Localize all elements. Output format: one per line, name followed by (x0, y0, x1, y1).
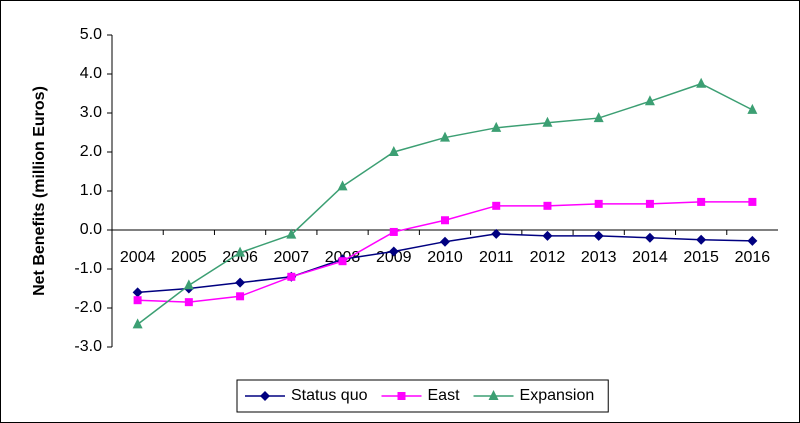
data-point (337, 180, 348, 191)
data-point (593, 112, 604, 123)
data-point (492, 201, 501, 210)
data-point (594, 199, 603, 208)
y-tick-label: 1.0 (80, 182, 102, 199)
data-point (593, 230, 604, 241)
data-point (748, 197, 757, 206)
data-point (389, 227, 398, 236)
x-tick-label: 2006 (222, 249, 258, 266)
data-point (132, 287, 143, 298)
data-point (644, 232, 655, 243)
y-tick-label: -1.0 (74, 260, 102, 277)
legend-label: Expansion (520, 387, 595, 404)
legend-marker (397, 392, 406, 400)
data-point (440, 236, 450, 247)
y-tick-label: 3.0 (80, 104, 102, 121)
data-point (542, 116, 553, 127)
data-point (543, 201, 552, 210)
y-tick-label: 4.0 (80, 65, 102, 82)
data-point (235, 277, 246, 288)
y-axis-label: Net Benefits (million Euros) (31, 86, 48, 296)
legend-marker (260, 391, 270, 401)
data-point (645, 199, 654, 208)
data-point (491, 121, 502, 132)
legend-box (236, 379, 609, 413)
legend-marker (488, 390, 499, 400)
data-point (696, 77, 707, 88)
legend-label: East (428, 387, 461, 404)
data-point (388, 246, 399, 257)
y-tick-label: -3.0 (74, 338, 102, 355)
y-tick-label: -2.0 (74, 299, 102, 316)
data-point (542, 230, 553, 241)
data-point (747, 103, 758, 114)
data-point (133, 296, 142, 305)
data-point (286, 228, 297, 239)
x-tick-label: 2015 (683, 249, 719, 266)
x-tick-label: 2005 (171, 249, 207, 266)
data-point (338, 257, 347, 266)
data-point (644, 95, 655, 106)
x-tick-label: 2016 (735, 249, 771, 266)
y-tick-label: 2.0 (80, 143, 102, 160)
data-point (440, 131, 450, 142)
y-tick-label: 0.0 (80, 221, 102, 238)
data-point (747, 235, 758, 246)
data-point (235, 246, 246, 257)
x-tick-label: 2014 (632, 249, 668, 266)
data-point (132, 318, 143, 329)
data-point (183, 279, 194, 290)
data-point (287, 272, 296, 281)
data-point (697, 197, 706, 206)
data-point (184, 298, 193, 307)
legend-label: Status quo (291, 387, 368, 404)
x-tick-label: 2007 (274, 249, 310, 266)
data-point (441, 216, 449, 225)
data-point (696, 234, 707, 245)
y-tick-label: 5.0 (80, 26, 102, 43)
data-point (236, 292, 245, 301)
x-tick-label: 2011 (479, 249, 514, 266)
data-point (491, 228, 502, 239)
x-tick-label: 2013 (581, 249, 617, 266)
data-point (388, 146, 399, 156)
x-tick-label: 2004 (120, 249, 156, 266)
x-tick-label: 2010 (427, 249, 463, 266)
x-tick-label: 2012 (530, 249, 566, 266)
